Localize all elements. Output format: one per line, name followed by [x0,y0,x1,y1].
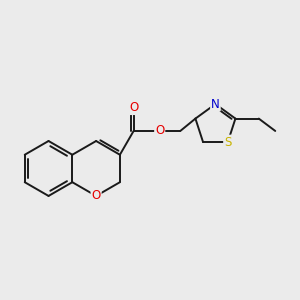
Text: O: O [92,189,101,203]
Text: S: S [224,136,232,148]
Text: N: N [211,98,220,111]
Text: O: O [129,101,138,114]
Text: O: O [155,124,164,137]
